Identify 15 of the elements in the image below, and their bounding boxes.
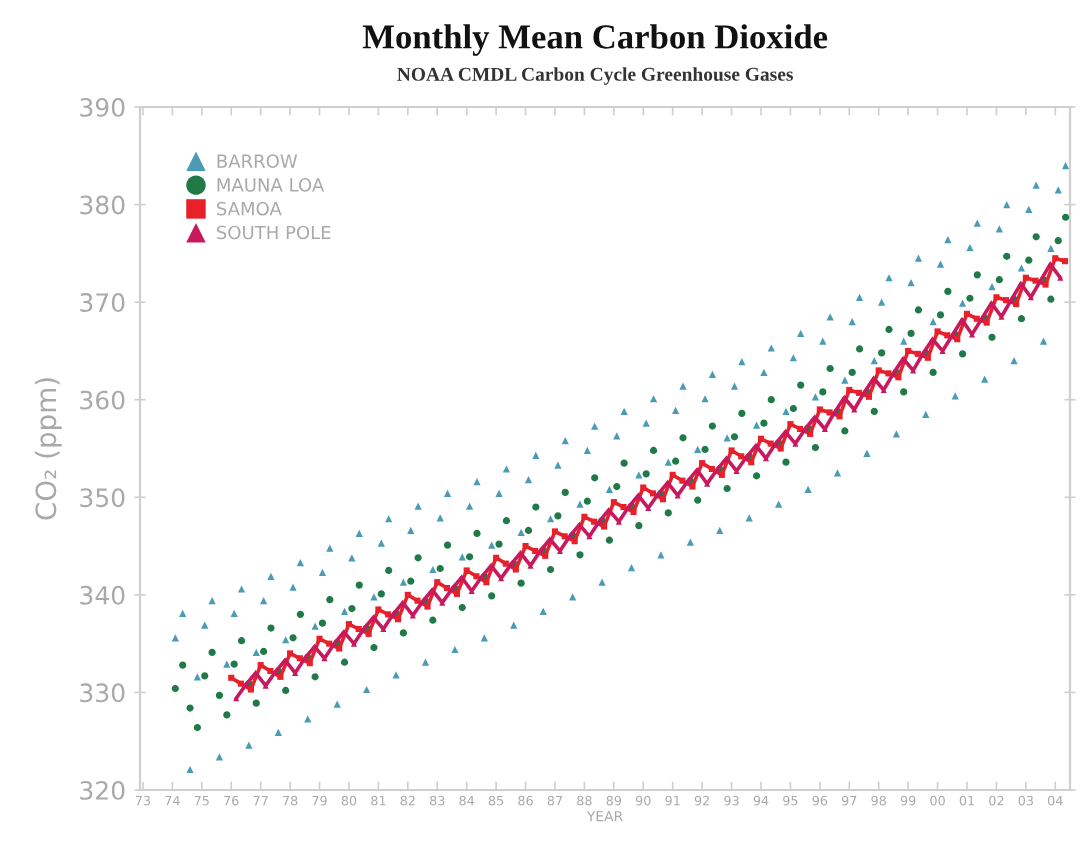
y-tick-label: 320: [80, 780, 125, 800]
y-tick-label: 370: [80, 293, 125, 312]
chart-subtitle: NOAA CMDL Carbon Cycle Greenhouse Gases: [397, 67, 793, 85]
y-tick-label: 360: [80, 390, 125, 410]
y-tick-label: 330: [80, 683, 125, 703]
legend-label: MAUNA LOA: [217, 178, 325, 192]
y-axis-title: CO₂ (ppm): [34, 378, 62, 520]
legend-label: SOUTH POLE: [217, 225, 331, 240]
y-tick-label: 380: [80, 195, 125, 215]
legend-label: BARROW: [217, 154, 298, 168]
legend-label: SAMOA: [217, 201, 282, 216]
y-tick-label: 350: [80, 488, 125, 508]
y-tick-label: 340: [80, 585, 125, 605]
y-tick-label: 390: [80, 97, 125, 117]
chart-title: Monthly Mean Carbon Dioxide: [362, 24, 828, 56]
